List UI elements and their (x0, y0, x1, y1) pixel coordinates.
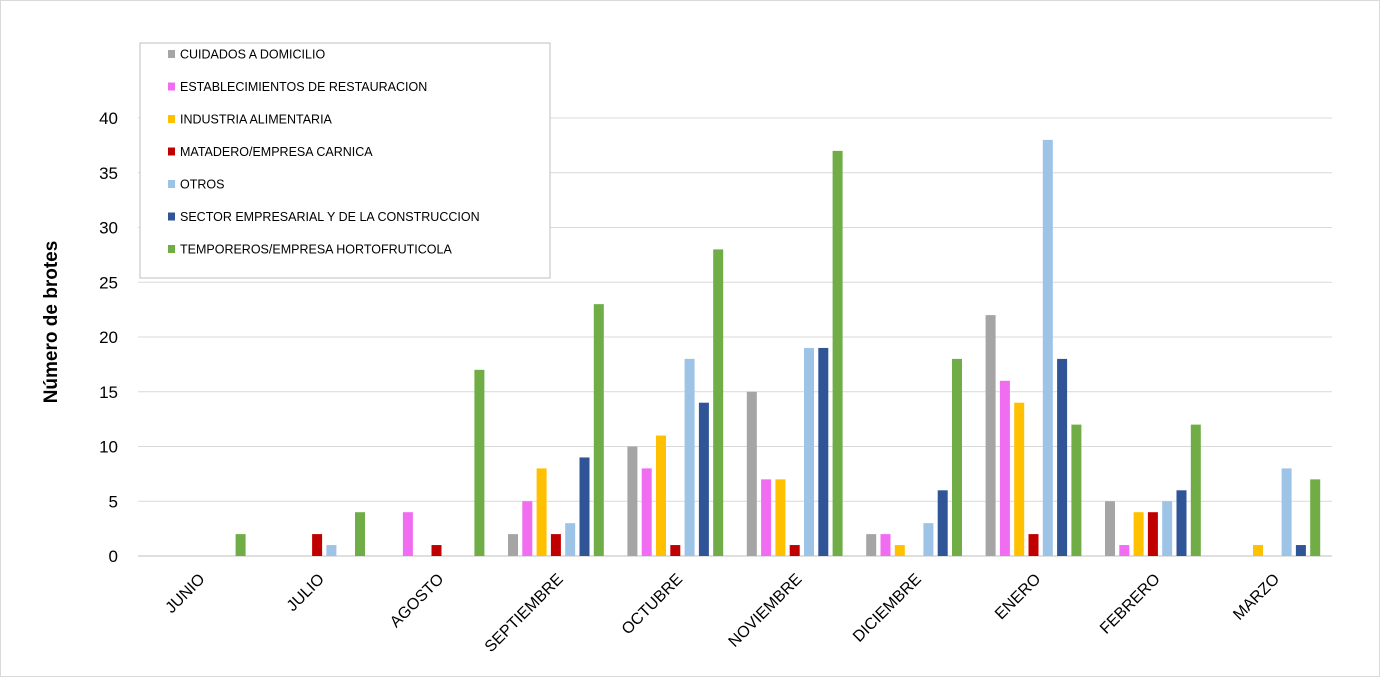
legend-label: ESTABLECIMIENTOS DE RESTAURACION (180, 80, 427, 94)
bar (656, 435, 666, 556)
bar (952, 358, 962, 556)
bar (1281, 468, 1292, 556)
bar (355, 512, 365, 556)
bar (804, 347, 814, 556)
bar (431, 545, 442, 556)
y-tick-label: 10 (99, 438, 118, 457)
bar (1105, 501, 1115, 556)
legend-label: MATADERO/EMPRESA CARNICA (180, 145, 373, 159)
bars (235, 139, 1321, 556)
bar (1147, 512, 1158, 556)
bar (1310, 479, 1321, 556)
bar (536, 468, 547, 556)
legend-box (139, 42, 551, 279)
bar (818, 347, 829, 556)
bar (326, 545, 337, 556)
bar (402, 512, 413, 556)
legend-swatch (168, 147, 175, 156)
bar (1162, 501, 1173, 556)
bar (670, 545, 681, 556)
y-axis-ticks: 0 5 10 15 20 25 30 35 40 (99, 109, 118, 566)
legend-label: CUIDADOS A DOMICILIO (180, 48, 325, 62)
legend-swatch (168, 50, 175, 58)
bar (641, 468, 652, 556)
legend-label: TEMPOREROS/EMPRESA HORTOFRUTICOLA (180, 243, 452, 257)
bar (579, 457, 590, 556)
bar (1071, 424, 1082, 556)
legend-swatch (168, 212, 175, 221)
bar (1295, 545, 1306, 556)
bar (1028, 534, 1039, 556)
bar (923, 523, 934, 556)
bar (937, 490, 948, 556)
legend-label: INDUSTRIA ALIMENTARIA (180, 113, 333, 127)
bar (789, 545, 800, 556)
bar (593, 304, 604, 556)
bar (713, 249, 724, 556)
legend: CUIDADOS A DOMICILIO ESTABLECIMIENTOS DE … (139, 42, 551, 279)
bar (832, 150, 843, 556)
bar (565, 523, 576, 556)
legend-swatch (168, 180, 175, 188)
bar (550, 534, 561, 556)
bar (312, 534, 323, 556)
y-axis-label: Número de brotes (41, 241, 62, 404)
bar (985, 315, 996, 556)
bar (1190, 424, 1201, 556)
y-tick-label: 25 (99, 273, 118, 292)
y-tick-label: 5 (109, 492, 118, 511)
legend-swatch (168, 82, 175, 91)
legend-swatch (168, 115, 175, 123)
bar (746, 391, 757, 556)
bar (1014, 402, 1025, 556)
bar (999, 380, 1010, 556)
y-tick-label: 40 (99, 109, 118, 128)
y-tick-label: 35 (99, 164, 118, 183)
bar (1042, 139, 1053, 556)
legend-label: SECTOR EMPRESARIAL Y DE LA CONSTRUCCION (180, 210, 480, 224)
bar (684, 358, 695, 556)
y-tick-label: 15 (99, 383, 118, 402)
bar (1253, 545, 1263, 556)
bar (235, 534, 246, 556)
y-tick-label: 0 (109, 547, 118, 566)
bar (1176, 490, 1187, 556)
bar (894, 545, 905, 556)
y-tick-label: 20 (99, 328, 118, 347)
bar (508, 534, 518, 556)
bar (775, 479, 786, 556)
legend-swatch (168, 245, 175, 253)
bar (698, 402, 709, 556)
legend-label: OTROS (180, 178, 224, 192)
bar (880, 534, 891, 556)
bar (1119, 545, 1130, 556)
bar (627, 446, 638, 556)
y-tick-label: 30 (99, 219, 118, 238)
bar (474, 369, 485, 556)
bar (761, 479, 772, 556)
bar (1133, 512, 1144, 556)
bar (866, 534, 877, 556)
bar (522, 501, 533, 556)
bar (1057, 358, 1068, 556)
